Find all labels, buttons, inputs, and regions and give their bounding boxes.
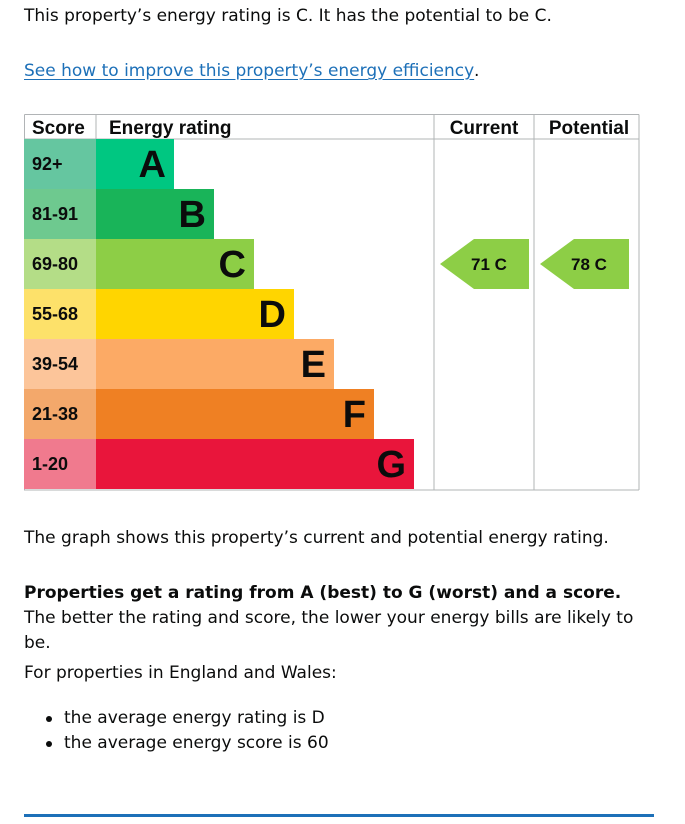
header-energy-rating: Energy rating: [109, 118, 231, 139]
header-score: Score: [32, 118, 85, 139]
improve-efficiency-link[interactable]: See how to improve this property’s energ…: [24, 61, 475, 81]
ratings-explanation-bold: Properties get a rating from A (best) to…: [24, 583, 622, 603]
average-score-item: the average energy score is 60: [24, 731, 329, 756]
band-letter-e: E: [301, 344, 326, 386]
rating-summary: This property’s energy rating is C. It h…: [24, 6, 552, 26]
header-potential: Potential: [549, 118, 629, 139]
band-letter-a: A: [139, 144, 166, 186]
band-bar-b: [96, 189, 214, 239]
graph-explanation: The graph shows this property’s current …: [24, 528, 609, 548]
averages-list: the average energy rating is D the avera…: [24, 706, 329, 756]
rating-markers: 71 C 78 C: [440, 239, 629, 289]
score-cell-g: [24, 439, 96, 489]
score-cell-e: [24, 339, 96, 389]
band-bar-e: [96, 339, 334, 389]
band-bar-c: [96, 239, 254, 289]
score-range-e: 39-54: [32, 354, 78, 374]
score-cell-f: [24, 389, 96, 439]
link-suffix: .: [474, 61, 480, 81]
potential-marker-label: 78 C: [571, 255, 607, 274]
score-cell-d: [24, 289, 96, 339]
band-bar-a: [96, 139, 174, 189]
regions-heading: For properties in England and Wales:: [24, 663, 337, 683]
chart-headers: Score Energy rating Current Potential: [32, 118, 629, 139]
score-range-b: 81-91: [32, 204, 78, 224]
band-letter-b: B: [179, 194, 206, 236]
band-bar-g: [96, 439, 414, 489]
score-cell-c: [24, 239, 96, 289]
rating-bands: 92+ A 81-91 B 69-80 C 55-68 D 39-54 E 21-38 F 1-20 G: [24, 139, 414, 489]
band-bar-d: [96, 289, 294, 339]
score-range-f: 21-38: [32, 404, 78, 424]
epc-rating-chart: Score Energy rating Current Potential 92…: [24, 114, 640, 491]
header-current: Current: [450, 118, 519, 139]
band-letter-c: C: [219, 244, 246, 286]
potential-marker: [540, 239, 629, 289]
ratings-explanation: Properties get a rating from A (best) to…: [24, 581, 654, 656]
band-bar-f: [96, 389, 374, 439]
score-range-a: 92+: [32, 154, 63, 174]
current-marker: [440, 239, 529, 289]
score-range-g: 1-20: [32, 454, 68, 474]
band-letter-g: G: [376, 444, 406, 486]
band-letter-f: F: [343, 394, 366, 436]
score-range-d: 55-68: [32, 304, 78, 324]
average-rating-item: the average energy rating is D: [24, 706, 329, 731]
current-marker-label: 71 C: [471, 255, 507, 274]
score-range-c: 69-80: [32, 254, 78, 274]
section-divider: [24, 814, 654, 817]
band-letter-d: D: [259, 294, 286, 336]
score-cell-b: [24, 189, 96, 239]
ratings-explanation-rest: The better the rating and score, the low…: [24, 608, 634, 653]
score-cell-a: [24, 139, 96, 189]
